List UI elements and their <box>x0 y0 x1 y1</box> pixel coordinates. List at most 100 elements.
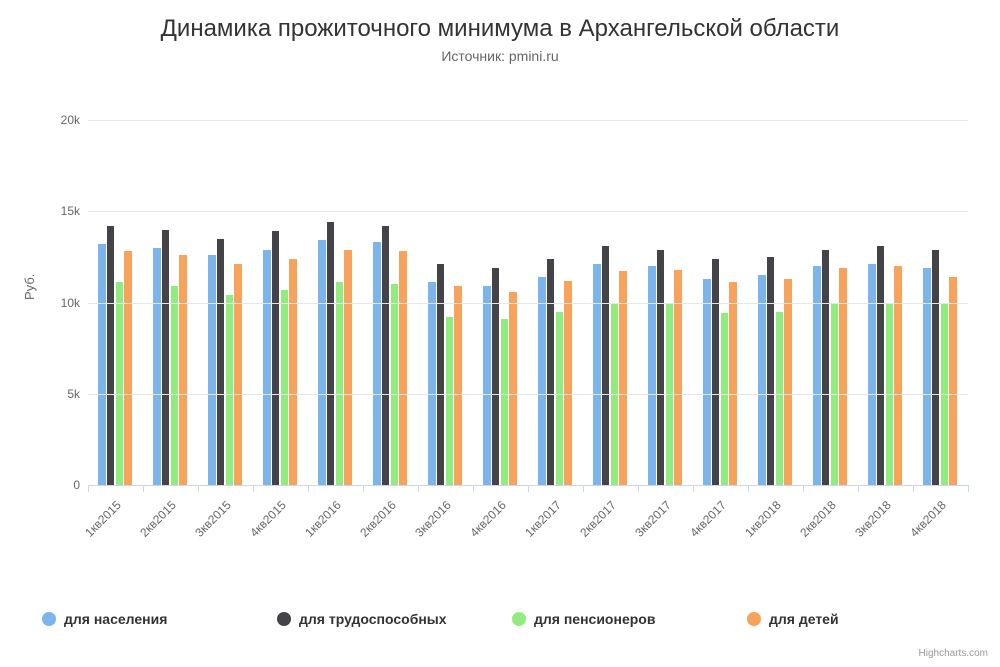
legend-swatch <box>42 612 56 626</box>
bar[interactable] <box>729 282 737 485</box>
bar[interactable] <box>382 226 390 485</box>
bar[interactable] <box>509 292 517 485</box>
bar[interactable] <box>703 279 711 485</box>
bar[interactable] <box>116 282 124 485</box>
legend-item[interactable]: для детей <box>747 611 962 627</box>
legend-label: для населения <box>64 611 167 627</box>
bar[interactable] <box>547 259 555 485</box>
bar[interactable] <box>556 312 564 485</box>
bar[interactable] <box>602 246 610 485</box>
x-tick-label: 4кв2017 <box>687 498 729 540</box>
legend-label: для пенсионеров <box>534 611 655 627</box>
y-tick-label: 10k <box>61 296 80 310</box>
bar[interactable] <box>171 286 179 485</box>
x-tick <box>143 485 144 492</box>
credits-link[interactable]: Highcharts.com <box>919 648 988 659</box>
plot-area: 05k10k15k20k <box>88 120 968 485</box>
bar[interactable] <box>648 266 656 485</box>
x-tick <box>418 485 419 492</box>
legend-swatch <box>512 612 526 626</box>
bar[interactable] <box>179 255 187 485</box>
x-tick-label: 2кв2017 <box>577 498 619 540</box>
bar[interactable] <box>153 248 161 485</box>
bar[interactable] <box>657 250 665 485</box>
x-tick-label: 2кв2016 <box>357 498 399 540</box>
bar[interactable] <box>839 268 847 485</box>
x-tick <box>198 485 199 492</box>
bar[interactable] <box>107 226 115 485</box>
x-tick <box>528 485 529 492</box>
bar[interactable] <box>822 250 830 485</box>
bar[interactable] <box>619 271 627 485</box>
chart-subtitle: Источник: pmini.ru <box>0 48 1000 64</box>
y-axis-title: Руб. <box>22 274 37 300</box>
bar[interactable] <box>758 275 766 485</box>
legend-item[interactable]: для трудоспособных <box>277 611 492 627</box>
x-tick <box>858 485 859 492</box>
bar[interactable] <box>877 246 885 485</box>
x-tick-label: 1кв2017 <box>522 498 564 540</box>
bar[interactable] <box>234 264 242 485</box>
x-tick <box>253 485 254 492</box>
bar[interactable] <box>949 277 957 485</box>
x-tick-label: 1кв2016 <box>302 498 344 540</box>
bar[interactable] <box>373 242 381 485</box>
bar[interactable] <box>281 290 289 485</box>
x-tick <box>968 485 969 492</box>
bar[interactable] <box>98 244 106 485</box>
x-tick <box>88 485 89 492</box>
bar[interactable] <box>894 266 902 485</box>
bar[interactable] <box>868 264 876 485</box>
x-tick-label: 3кв2015 <box>192 498 234 540</box>
bar[interactable] <box>437 264 445 485</box>
bar[interactable] <box>712 259 720 485</box>
bar[interactable] <box>226 295 234 485</box>
bar[interactable] <box>399 251 407 485</box>
bar[interactable] <box>272 231 280 485</box>
bar[interactable] <box>428 282 436 485</box>
bar[interactable] <box>446 317 454 485</box>
bar[interactable] <box>564 281 572 485</box>
legend-item[interactable]: для населения <box>42 611 257 627</box>
x-axis-labels: 1кв20152кв20153кв20154кв20151кв20162кв20… <box>88 490 968 570</box>
bar[interactable] <box>217 239 225 485</box>
bar[interactable] <box>538 277 546 485</box>
y-tick-label: 15k <box>61 204 80 218</box>
bar[interactable] <box>327 222 335 485</box>
x-tick <box>913 485 914 492</box>
bar[interactable] <box>454 286 462 485</box>
x-tick-label: 4кв2018 <box>907 498 949 540</box>
x-tick-label: 1кв2015 <box>82 498 124 540</box>
bar[interactable] <box>336 282 344 485</box>
bar[interactable] <box>391 284 399 485</box>
x-tick-label: 2кв2015 <box>137 498 179 540</box>
bar[interactable] <box>263 250 271 485</box>
bar[interactable] <box>289 259 297 485</box>
bar[interactable] <box>208 255 216 485</box>
x-tick-label: 3кв2017 <box>632 498 674 540</box>
bar[interactable] <box>932 250 940 485</box>
bar[interactable] <box>318 240 326 485</box>
legend-swatch <box>277 612 291 626</box>
bar[interactable] <box>593 264 601 485</box>
bar[interactable] <box>923 268 931 485</box>
bar[interactable] <box>767 257 775 485</box>
bar[interactable] <box>813 266 821 485</box>
bar[interactable] <box>721 313 729 485</box>
bar[interactable] <box>784 279 792 485</box>
grid-line <box>88 394 968 395</box>
x-tick-label: 4кв2016 <box>467 498 509 540</box>
bar[interactable] <box>124 251 132 485</box>
bar[interactable] <box>501 319 509 485</box>
legend-label: для детей <box>769 611 839 627</box>
grid-line <box>88 303 968 304</box>
bar[interactable] <box>492 268 500 485</box>
x-tick-label: 4кв2015 <box>247 498 289 540</box>
legend-item[interactable]: для пенсионеров <box>512 611 727 627</box>
bar[interactable] <box>483 286 491 485</box>
bar[interactable] <box>162 230 170 486</box>
x-tick-label: 2кв2018 <box>797 498 839 540</box>
grid-line <box>88 211 968 212</box>
bar[interactable] <box>776 312 784 485</box>
bar[interactable] <box>344 250 352 485</box>
